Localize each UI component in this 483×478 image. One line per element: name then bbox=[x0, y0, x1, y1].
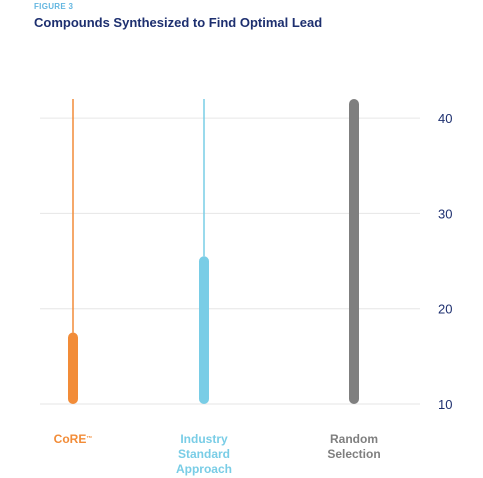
category-label-line: Random bbox=[330, 432, 378, 446]
y-tick-label: 30 bbox=[438, 206, 452, 221]
category-label: Industry Standard Approach bbox=[149, 432, 259, 477]
chart-title: Compounds Synthesized to Find Optimal Le… bbox=[34, 15, 323, 30]
y-tick-label: 40 bbox=[438, 111, 452, 126]
category-label-line: Selection bbox=[327, 447, 381, 461]
category-label-line: Industry bbox=[180, 432, 228, 446]
category-label-line: CoRE bbox=[53, 432, 87, 446]
category-label: CoRE™ bbox=[18, 432, 128, 447]
trademark-mark: ™ bbox=[86, 436, 93, 442]
y-tick-label: 10 bbox=[438, 397, 452, 412]
category-label-line: Standard bbox=[177, 447, 230, 461]
y-tick-label: 20 bbox=[438, 302, 452, 317]
category-label-line: Approach bbox=[175, 462, 232, 476]
figure-label: FIGURE 3 bbox=[34, 2, 74, 11]
category-label: Random Selection bbox=[299, 432, 409, 462]
